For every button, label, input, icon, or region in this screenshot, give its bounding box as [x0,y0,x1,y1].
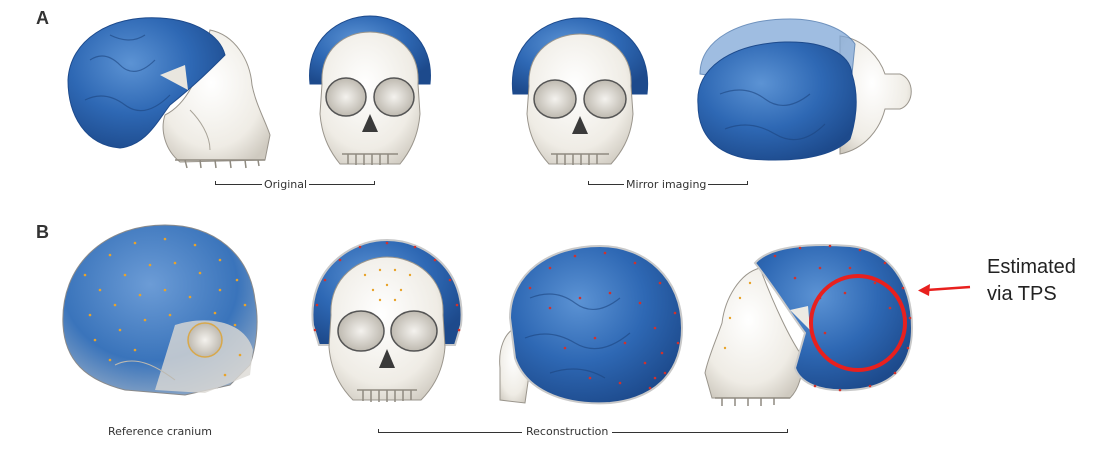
skull-reconstruction-frontal [311,238,463,402]
skull-reference-cranium [62,224,258,396]
tps-estimate-circle [809,274,907,372]
red-arrow-icon [918,284,971,296]
tps-note-line2: via TPS [987,283,1057,305]
panel-b-label: B [36,222,49,242]
caption-mirror-imaging: Mirror imaging [624,178,709,191]
skull-frontal-mirror [511,17,649,165]
caption-reference-cranium: Reference cranium [108,425,212,438]
caption-original: Original [262,178,310,191]
skull-reconstruction-lateral [704,244,914,406]
skull-top-mirror [697,18,912,161]
panel-a-label: A [36,8,49,28]
skull-lateral-original [67,17,271,169]
tps-note-line1: Estimated [987,256,1076,278]
skull-reconstruction-oblique [499,244,684,405]
caption-reconstruction: Reconstruction [522,425,613,438]
skull-frontal-original [309,15,431,165]
